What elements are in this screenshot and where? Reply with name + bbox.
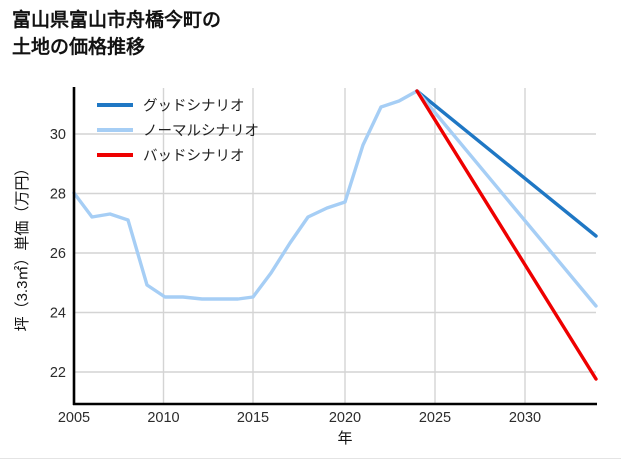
series-good-line [415, 89, 598, 238]
y-tick-label: 24 [50, 306, 66, 322]
series-historical-line [72, 89, 419, 301]
chart-legend: グッドシナリオ ノーマルシナリオ バッドシナリオ [97, 98, 259, 165]
y-tick-label: 28 [50, 187, 66, 203]
x-tick-label: 2010 [147, 410, 179, 426]
y-tick-label: 26 [50, 246, 66, 262]
series-bad-line [415, 89, 598, 381]
x-tick-label: 2025 [419, 410, 451, 426]
legend-label-bad: バッドシナリオ [143, 149, 245, 165]
x-tick-label: 2030 [509, 410, 541, 426]
x-gridlines [73, 88, 526, 404]
legend-label-good: グッドシナリオ [143, 98, 245, 115]
series-normal-line [415, 89, 598, 308]
x-tick-label: 2005 [58, 410, 90, 426]
x-tick-labels: 2005 2010 2015 2020 2025 2030 [58, 410, 541, 426]
chart-title: 富山県富山市舟橋今町の 土地の価格推移 [12, 10, 222, 58]
x-axis-title: 年 [337, 430, 352, 447]
bottom-divider [0, 458, 621, 465]
y-axis-title: 坪（3.3㎡）単価（万円） [14, 161, 31, 332]
y-tick-label: 30 [50, 127, 66, 143]
y-tick-labels: 30 28 26 24 22 [50, 127, 66, 381]
y-gridlines [74, 133, 596, 373]
legend-label-normal: ノーマルシナリオ [143, 124, 259, 140]
y-tick-label: 22 [50, 365, 66, 381]
x-tick-label: 2020 [329, 410, 361, 426]
x-tick-label: 2015 [237, 410, 269, 426]
